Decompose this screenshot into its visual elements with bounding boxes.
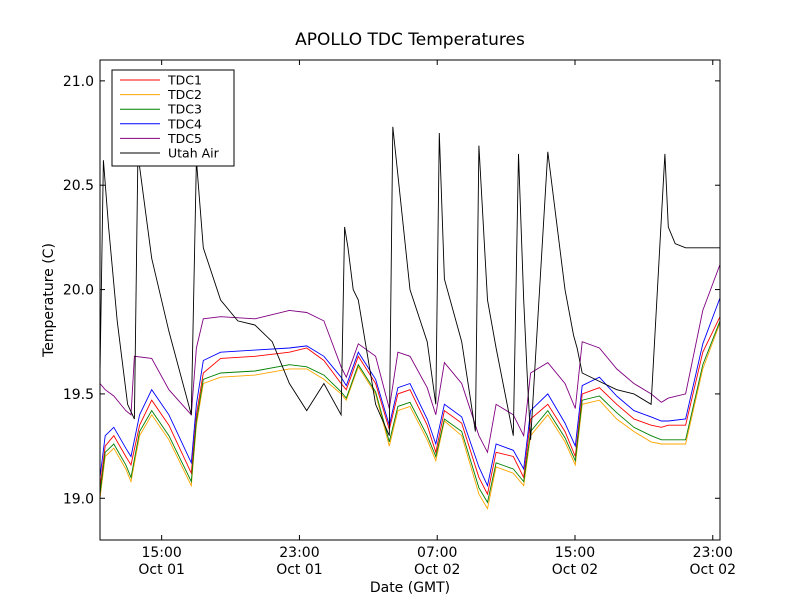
series-layer [99, 126, 721, 510]
y-axis-title: Temperature (C) [41, 243, 57, 358]
x-tick-label-time: 07:00 [417, 545, 457, 561]
y-tick-label: 19.5 [63, 387, 94, 403]
x-tick-label-date: Oct 02 [690, 562, 736, 578]
x-tick-label-date: Oct 02 [552, 562, 598, 578]
series-line-tdc1 [99, 316, 721, 496]
legend-label-utah-air: Utah Air [168, 146, 220, 161]
series-line-utah-air [99, 126, 720, 440]
x-tick-label-date: Oct 01 [138, 562, 184, 578]
plot-frame [99, 59, 721, 541]
legend-label-tdc4: TDC4 [167, 116, 202, 131]
x-tick-label-time: 23:00 [279, 545, 319, 561]
y-tick-label: 19.0 [63, 491, 94, 507]
chart-title: APOLLO TDC Temperatures [295, 30, 525, 50]
x-tick-label-time: 15:00 [141, 545, 181, 561]
x-tick-label-date: Oct 01 [276, 562, 322, 578]
x-tick-label-time: 23:00 [693, 545, 733, 561]
y-tick-label: 20.5 [63, 178, 94, 194]
x-tick-label-time: 15:00 [555, 545, 595, 561]
legend-label-tdc5: TDC5 [167, 131, 202, 146]
legend-label-tdc1: TDC1 [167, 73, 202, 88]
series-line-tdc3 [99, 320, 721, 504]
series-line-tdc2 [99, 322, 721, 510]
series-line-tdc5 [99, 264, 721, 454]
x-axis-title: Date (GMT) [370, 580, 450, 596]
y-tick-label: 21.0 [63, 74, 94, 90]
y-tick-label: 20.0 [63, 283, 94, 299]
legend-box [111, 69, 235, 167]
legend-label-tdc2: TDC2 [167, 87, 202, 102]
series-line-tdc4 [99, 297, 721, 488]
legend-label-tdc3: TDC3 [167, 102, 202, 117]
x-tick-label-date: Oct 02 [414, 562, 460, 578]
